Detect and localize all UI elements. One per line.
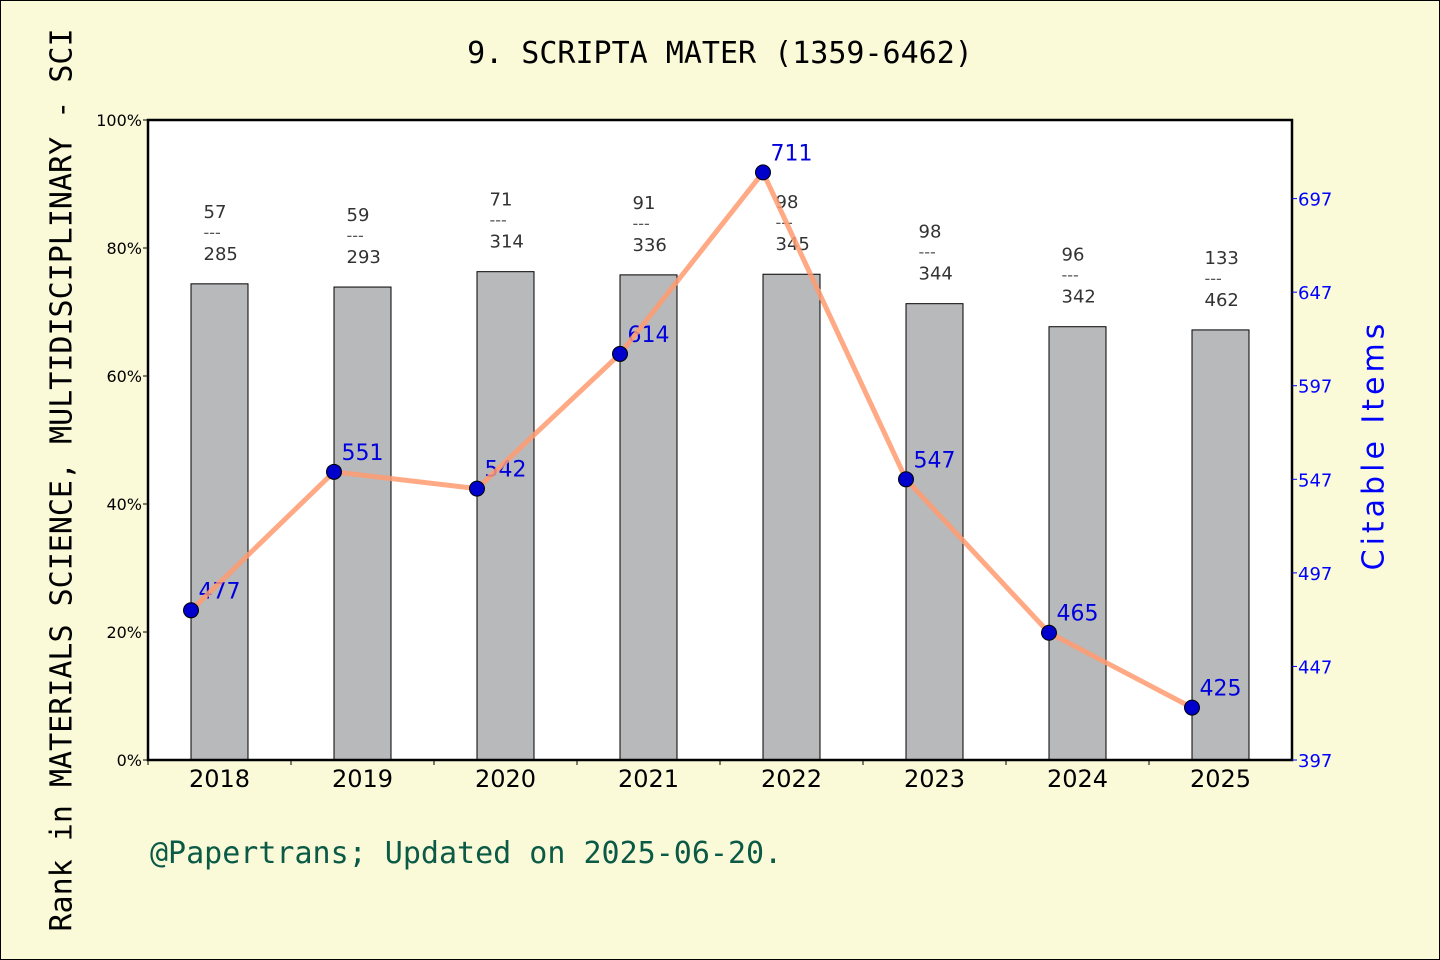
bar-total-label: 342 [1062,287,1096,308]
line-point-2020 [469,480,485,497]
line-point-label: 711 [771,141,813,166]
bar-2019 [333,286,392,761]
y2-tick-label: 497 [1298,564,1332,585]
y2-tick-label: 597 [1298,377,1332,398]
bar-separator: --- [1062,266,1079,285]
x-tick-label: 2023 [904,765,965,793]
x-tick-label: 2019 [332,765,393,793]
y-tick-label: 0% [117,751,142,770]
line-point-2025 [1184,699,1200,716]
bar-total-label: 314 [490,232,524,253]
bar-rank-label: 71 [490,190,513,211]
line-point-label: 547 [914,448,956,473]
y-tick-label: 60% [106,367,142,386]
y2-tick-label: 697 [1298,190,1332,211]
bar-total-label: 336 [633,235,667,256]
bar-2022 [762,273,821,761]
y2-tick-label: 447 [1298,657,1332,678]
bar-total-label: 285 [204,244,238,265]
bar-total-label: 344 [919,264,953,285]
y-tick-label: 80% [106,239,142,258]
bar-separator: --- [919,243,936,262]
y-tick-label: 40% [106,495,142,514]
bar-separator: --- [490,211,507,230]
plot-area [148,120,1292,760]
bar-rank-label: 57 [204,202,227,223]
line-point-label: 425 [1200,677,1242,702]
bar-separator: --- [1205,269,1222,288]
x-tick-label: 2020 [475,765,536,793]
bar-total-label: 293 [347,247,381,268]
bar-rank-label: 59 [347,205,370,226]
line-point-label: 465 [1057,602,1099,627]
line-point-label: 551 [342,441,384,466]
y-tick-label: 20% [106,623,142,642]
line-point-2019 [326,463,342,480]
bar-separator: --- [633,214,650,233]
bar-2018 [190,283,249,761]
x-tick-label: 2024 [1047,765,1108,793]
bar-separator: --- [347,226,364,245]
footer-credit: @Papertrans; Updated on 2025-06-20. [150,836,783,871]
bar-total-label: 462 [1205,290,1239,311]
chart-title: 9. SCRIPTA MATER (1359-6462) [467,36,973,71]
line-point-2023 [898,471,914,488]
x-tick-label: 2018 [189,765,250,793]
x-tick-label: 2021 [618,765,679,793]
line-point-2021 [612,345,628,362]
bar-rank-label: 98 [919,222,942,243]
line-point-2018 [183,602,199,619]
x-tick-label: 2022 [761,765,822,793]
bar-rank-label: 91 [633,193,656,214]
line-point-2022 [755,164,771,181]
y2-tick-label: 647 [1298,283,1332,304]
y2-tick-label: 397 [1298,751,1332,772]
x-tick-label: 2025 [1190,765,1251,793]
bar-separator: --- [204,223,221,242]
bar-2025 [1191,329,1250,761]
citable-items-line [189,167,1194,710]
bar-2020 [476,271,535,761]
bar-rank-label: 96 [1062,245,1085,266]
line-point-2024 [1041,624,1057,641]
bar-2024 [1048,326,1107,761]
y2-tick-label: 547 [1298,470,1332,491]
y-tick-label: 100% [96,111,142,130]
bar-2021 [619,274,678,761]
bar-rank-label: 133 [1205,248,1239,269]
